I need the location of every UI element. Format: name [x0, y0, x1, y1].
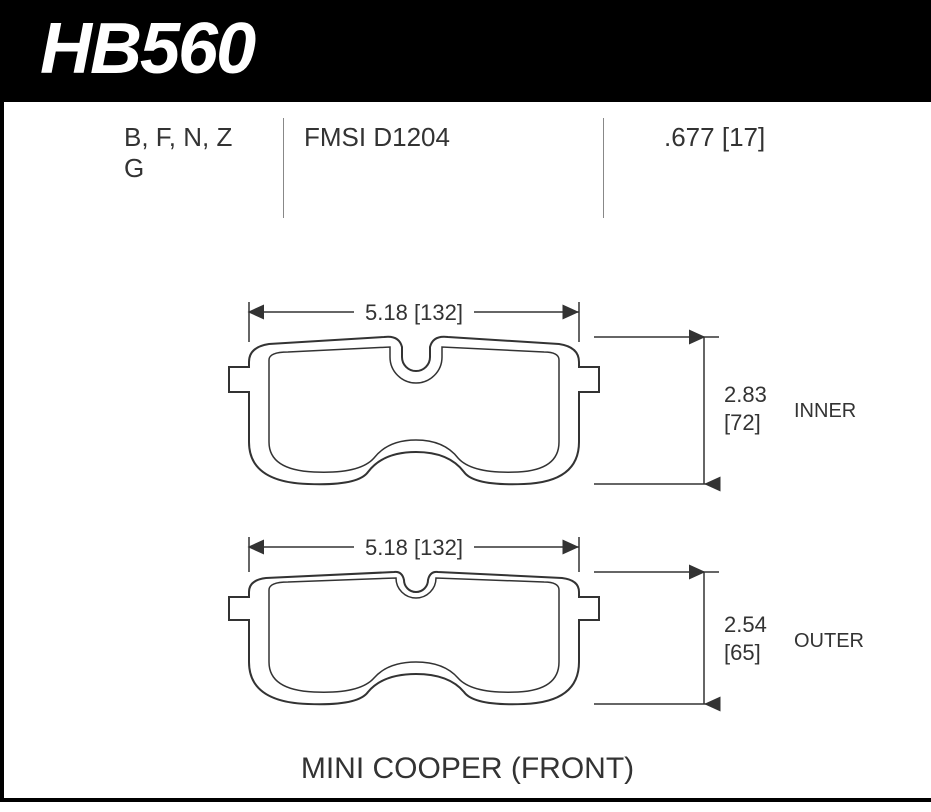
compounds-column: B, F, N, Z G [104, 122, 284, 184]
fmsi-column: FMSI D1204 [284, 122, 604, 184]
thickness-column: .677 [17] [604, 122, 785, 184]
thickness-in: .677 [664, 122, 715, 152]
inner-width-in: 5.18 [365, 300, 408, 325]
outer-height-mm: [65] [724, 640, 761, 665]
outer-label: OUTER [794, 630, 864, 652]
outer-width-mm: [132] [414, 535, 463, 560]
inner-width-text: 5.18 [132] [365, 300, 463, 325]
header-bar: HB560 [0, 0, 931, 102]
inner-width-mm: [132] [414, 300, 463, 325]
outer-width-text: 5.18 [132] [365, 535, 463, 560]
inner-label: INNER [794, 400, 856, 422]
fmsi-value: FMSI D1204 [304, 122, 584, 153]
footer-title: MINI COOPER (FRONT) [301, 752, 634, 786]
outer-pad-outline [229, 572, 599, 704]
outer-height-in: 2.54 [724, 612, 767, 637]
inner-height-mm: [72] [724, 410, 761, 435]
inner-height-in: 2.83 [724, 382, 767, 407]
thickness-mm: [17] [722, 122, 765, 152]
outer-pad-group: 5.18 [132] 2.54 [65] OUTER [229, 531, 864, 704]
content-frame: B, F, N, Z G FMSI D1204 .677 [17] [0, 102, 931, 802]
compounds-line1: B, F, N, Z [124, 122, 264, 153]
inner-pad-group: 5.18 [132] 2.83 [72] INNER [229, 296, 856, 484]
part-number: HB560 [40, 8, 931, 90]
inner-pad-outline [229, 337, 599, 485]
compounds-line2: G [124, 153, 264, 184]
brake-pad-diagram: 5.18 [132] 2.83 [72] INNER [4, 252, 931, 812]
outer-width-in: 5.18 [365, 535, 408, 560]
info-row: B, F, N, Z G FMSI D1204 .677 [17] [4, 102, 931, 184]
